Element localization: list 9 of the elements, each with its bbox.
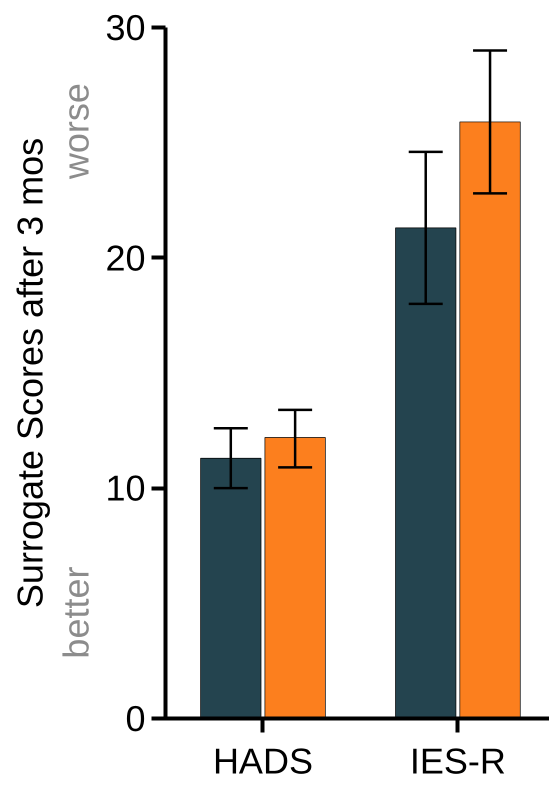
y-tick-label: 10 (105, 468, 146, 509)
text: better (56, 566, 96, 659)
x-tick-label: IES-R (410, 740, 506, 782)
y-axis-title: Surrogate Scores after 3 mos (10, 138, 50, 608)
text: worse (56, 83, 96, 180)
x-tick-label: HADS (212, 740, 313, 782)
y-tick-label: 20 (105, 237, 146, 278)
y-tick-label: 30 (105, 7, 146, 48)
y-tick-label: 0 (125, 698, 146, 739)
